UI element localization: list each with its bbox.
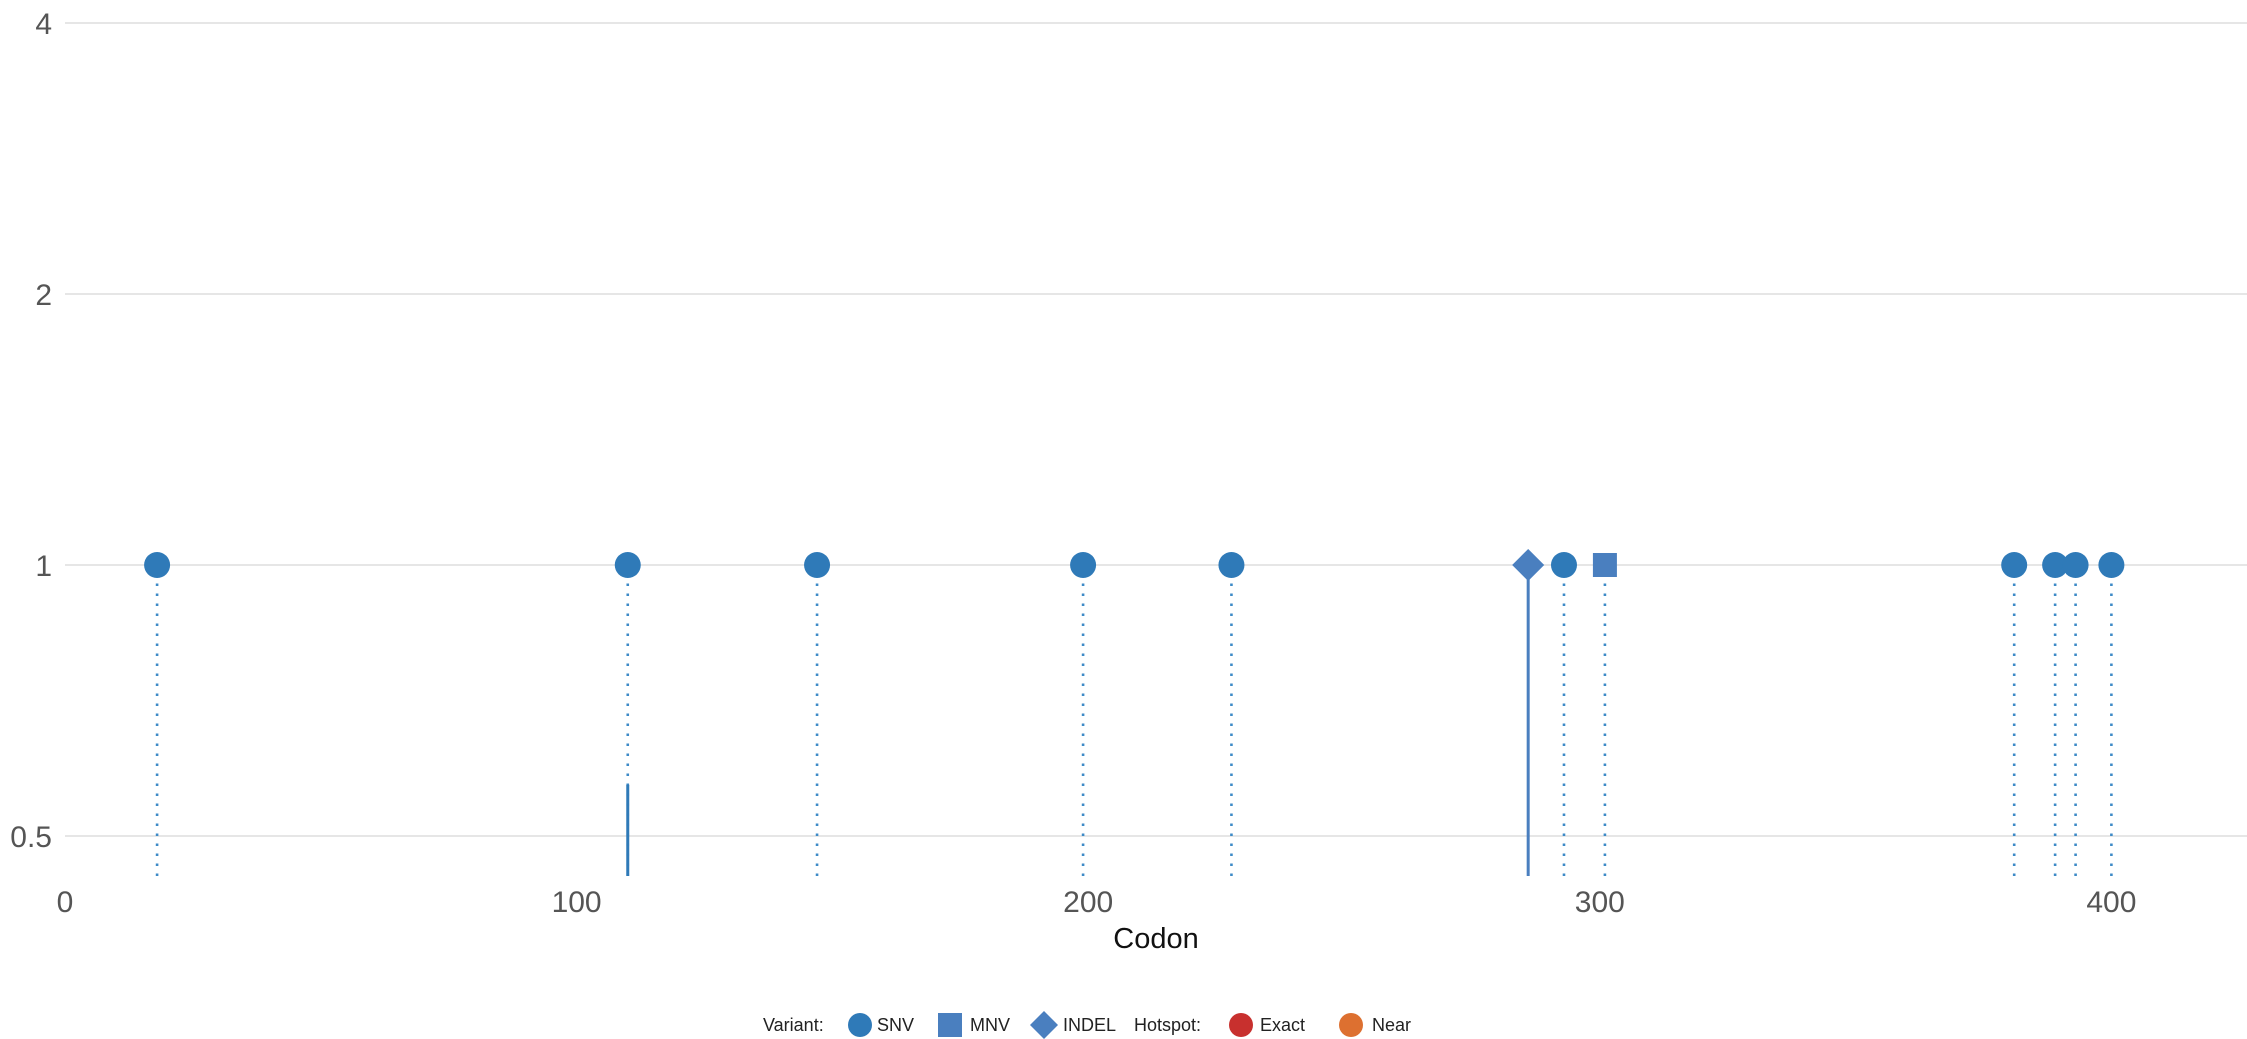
snv-marker[interactable]: [1070, 552, 1097, 578]
legend-mnv-symbol: [938, 1013, 962, 1037]
legend-hotspot-item-label: Near: [1372, 1015, 1411, 1035]
lollipop-stems: [155, 565, 2113, 876]
legend-hotspot-label: Hotspot:: [1134, 1015, 1201, 1035]
legend-hotspot-symbol: [1229, 1013, 1253, 1037]
lollipop-markers: [144, 549, 2125, 581]
x-tick-label: 0: [57, 886, 74, 919]
snv-marker[interactable]: [2042, 552, 2069, 578]
y-tick-label: 0.5: [10, 821, 52, 854]
snv-marker[interactable]: [614, 552, 641, 578]
legend-variant-item-label: INDEL: [1063, 1015, 1116, 1035]
legend-variant-item-label: MNV: [970, 1015, 1010, 1035]
x-axis-tick-labels: 0 100 200 300 400: [57, 886, 2137, 919]
mnv-marker[interactable]: [1592, 553, 1617, 577]
legend-variant-item-label: SNV: [877, 1015, 914, 1035]
snv-marker[interactable]: [804, 552, 831, 578]
snv-marker[interactable]: [1550, 552, 1577, 578]
snv-marker[interactable]: [2098, 552, 2125, 578]
snv-marker[interactable]: [144, 552, 171, 578]
y-tick-label: 2: [35, 279, 52, 312]
y-tick-label: 1: [35, 550, 52, 583]
y-axis-tick-labels: 0.5 1 2 4: [10, 8, 52, 854]
legend-snv-symbol: [848, 1013, 872, 1037]
x-tick-label: 300: [1575, 886, 1625, 919]
x-tick-label: 200: [1063, 886, 1113, 919]
legend-variant-label: Variant:: [763, 1015, 824, 1035]
snv-marker[interactable]: [2062, 552, 2089, 578]
snv-marker[interactable]: [1218, 552, 1245, 578]
x-axis-title: Codon: [1113, 923, 1198, 955]
y-tick-label: 4: [35, 8, 52, 41]
x-tick-label: 100: [552, 886, 602, 919]
legend: Variant: SNV MNV INDEL Hotspot: Exact Near: [763, 1011, 1411, 1039]
gridlines: [65, 22, 2247, 837]
indel-marker[interactable]: [1512, 549, 1545, 581]
legend-hotspot-item-label: Exact: [1260, 1015, 1305, 1035]
legend-hotspot-symbol: [1339, 1013, 1363, 1037]
snv-marker[interactable]: [2001, 552, 2028, 578]
x-tick-label: 400: [2086, 886, 2136, 919]
legend-indel-symbol: [1030, 1011, 1058, 1039]
